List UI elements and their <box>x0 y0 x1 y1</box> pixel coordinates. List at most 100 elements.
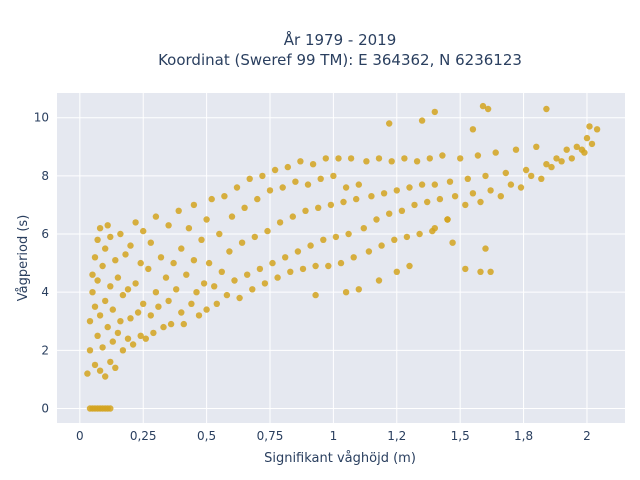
data-point <box>167 320 175 328</box>
data-point <box>533 143 540 150</box>
data-point <box>218 268 225 275</box>
data-point <box>155 303 162 310</box>
data-point <box>378 242 385 249</box>
data-point <box>512 146 520 153</box>
data-point <box>266 187 274 194</box>
data-point <box>543 161 550 168</box>
data-point <box>294 248 302 255</box>
data-point <box>122 251 129 258</box>
data-point <box>175 207 182 214</box>
data-point <box>165 222 172 229</box>
data-point <box>528 172 535 180</box>
data-point <box>424 198 431 206</box>
data-point <box>444 216 451 223</box>
data-point <box>89 289 96 296</box>
data-point <box>162 274 170 281</box>
data-point <box>375 277 383 284</box>
data-point <box>368 193 375 200</box>
data-point <box>178 309 185 316</box>
data-point <box>211 283 218 290</box>
data-point <box>391 236 398 243</box>
data-point <box>386 210 393 217</box>
chart-title-line1: År 1979 - 2019 <box>284 30 397 49</box>
data-point <box>107 358 114 366</box>
data-point <box>140 300 147 307</box>
data-point <box>259 172 266 180</box>
data-point <box>94 277 101 284</box>
data-point <box>223 291 231 299</box>
data-point <box>355 181 362 188</box>
data-point <box>112 257 119 264</box>
data-point <box>137 332 144 339</box>
data-point <box>117 230 124 238</box>
data-point <box>264 227 271 235</box>
data-point <box>350 254 357 261</box>
data-point <box>563 146 570 153</box>
data-point <box>284 163 291 171</box>
data-point <box>586 123 593 130</box>
data-point <box>320 236 327 243</box>
data-point <box>289 213 296 220</box>
data-point <box>269 259 276 267</box>
data-point <box>325 262 332 270</box>
data-point <box>451 193 459 200</box>
data-point <box>431 181 438 188</box>
data-point <box>127 315 134 322</box>
data-point <box>479 102 487 110</box>
data-point <box>484 105 492 113</box>
data-point <box>279 184 286 191</box>
data-point <box>107 283 114 290</box>
data-point <box>386 120 393 127</box>
data-point <box>274 274 281 281</box>
x-tick-label: 1,8 <box>514 429 533 443</box>
data-point <box>228 213 236 220</box>
data-point <box>109 306 117 313</box>
data-point <box>353 195 360 203</box>
data-point <box>99 344 106 351</box>
y-tick-label: 10 <box>34 111 49 125</box>
data-point <box>221 193 228 200</box>
data-point <box>173 286 180 293</box>
data-point <box>117 318 124 325</box>
data-point <box>411 201 418 209</box>
data-point <box>553 155 560 162</box>
data-point <box>302 207 309 214</box>
data-point <box>89 271 96 278</box>
data-point <box>477 198 484 206</box>
data-point <box>94 332 101 339</box>
data-point <box>287 268 294 275</box>
data-point <box>226 248 233 255</box>
data-point <box>150 329 157 337</box>
data-point <box>145 265 152 273</box>
data-point <box>365 248 373 255</box>
data-point <box>96 225 104 232</box>
x-tick-label: 0,75 <box>257 429 284 443</box>
data-point <box>190 201 198 209</box>
data-point <box>142 335 149 342</box>
data-point <box>477 268 484 275</box>
data-point <box>507 181 515 188</box>
data-point <box>522 166 530 174</box>
data-point <box>119 291 127 299</box>
data-point <box>431 108 438 116</box>
x-tick-label: 1,5 <box>451 429 470 443</box>
data-point <box>107 233 114 241</box>
data-point <box>335 155 342 162</box>
data-point <box>332 233 340 241</box>
data-point <box>315 204 322 211</box>
data-point <box>469 190 477 197</box>
data-point <box>249 286 256 293</box>
data-point <box>157 254 165 261</box>
data-point <box>119 347 127 354</box>
data-point <box>84 370 91 377</box>
data-point <box>573 143 580 150</box>
data-point <box>380 190 388 197</box>
data-point <box>418 181 426 188</box>
data-point <box>457 155 464 162</box>
x-axis-ticks: 0 0,25 0,5 0,75 1 1,2 1,5 1,8 2 <box>76 429 591 443</box>
data-point <box>188 300 195 307</box>
data-point <box>517 184 525 191</box>
data-point <box>205 259 213 267</box>
data-point <box>426 155 433 162</box>
data-point <box>195 312 203 319</box>
